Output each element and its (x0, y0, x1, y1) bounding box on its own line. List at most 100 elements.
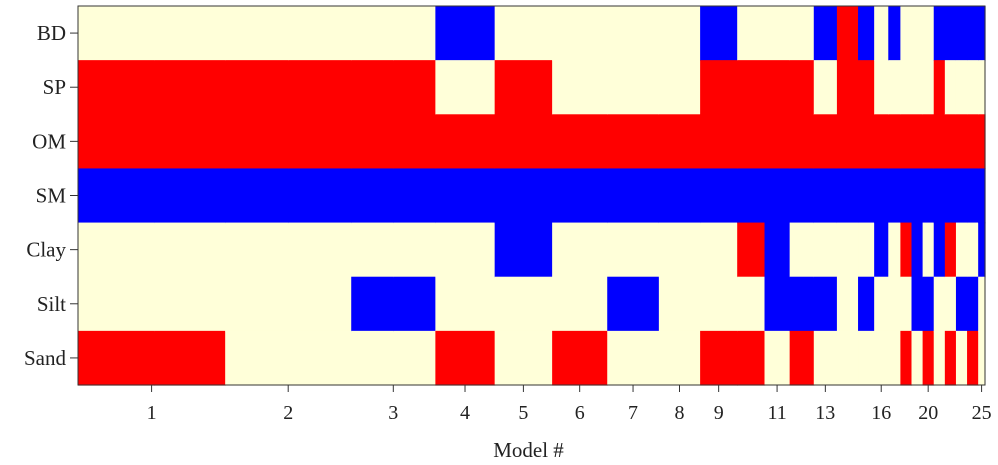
heatmap-cell (922, 60, 935, 115)
heatmap-cell (900, 6, 913, 61)
heatmap-cell (813, 276, 838, 332)
x-tick-label: 1 (147, 402, 157, 424)
heatmap-cell (874, 6, 889, 61)
heatmap-cell (351, 330, 394, 386)
heatmap-cell (955, 60, 968, 115)
y-tick-label: Silt (37, 292, 66, 316)
heatmap-cell (813, 168, 838, 224)
heatmap-cell (552, 114, 608, 170)
x-tick-label: 4 (460, 402, 470, 424)
x-tick-label: 5 (518, 402, 528, 424)
heatmap-cell (888, 330, 901, 386)
heatmap-cell (393, 6, 436, 61)
heatmap-cell (922, 330, 935, 386)
heatmap-cell (874, 114, 889, 170)
heatmap-cell (154, 168, 226, 224)
heatmap-cell (978, 168, 986, 224)
heatmap-cell (874, 222, 889, 278)
heatmap-cell (288, 276, 352, 332)
heatmap-cell (737, 6, 766, 61)
heatmap-cell (836, 222, 859, 278)
heatmap-cell (836, 60, 859, 115)
heatmap-cell (789, 222, 815, 278)
heatmap-cell (967, 276, 979, 332)
heatmap-cell (700, 168, 738, 224)
heatmap-cell (911, 6, 924, 61)
heatmap-cell (658, 168, 701, 224)
heatmap-cell (288, 114, 352, 170)
x-tick-label: 13 (815, 402, 835, 424)
x-tick-label: 11 (767, 402, 786, 424)
heatmap-cell (288, 330, 352, 386)
heatmap-cell (944, 222, 957, 278)
heatmap-cell (888, 222, 901, 278)
heatmap-cell (700, 60, 738, 115)
heatmap-cell (967, 114, 979, 170)
heatmap-cell (813, 330, 838, 386)
heatmap-cell (607, 114, 660, 170)
heatmap-cell (764, 60, 791, 115)
heatmap-cell (944, 114, 957, 170)
heatmap-cell (955, 114, 968, 170)
heatmap-cell (351, 114, 394, 170)
heatmap-cell (955, 330, 968, 386)
heatmap-cell (933, 330, 946, 386)
heatmap-cell (933, 168, 946, 224)
heatmap-cell (607, 330, 660, 386)
heatmap-cell (900, 60, 913, 115)
heatmap-cell (836, 114, 859, 170)
heatmap-cell (78, 168, 156, 224)
heatmap-cell (225, 114, 289, 170)
heatmap-cell (978, 114, 986, 170)
heatmap-cell (288, 168, 352, 224)
heatmap-cell (552, 168, 608, 224)
heatmap-cell (858, 276, 875, 332)
heatmap-cell (78, 6, 156, 61)
heatmap-cell (658, 114, 701, 170)
heatmap-cell (393, 330, 436, 386)
heatmap-cell (978, 222, 986, 278)
x-tick-label: 2 (283, 402, 293, 424)
y-axis: BD SP OM SM Clay Silt Sand (24, 21, 78, 370)
heatmap-cell (944, 276, 957, 332)
heatmap-cell (955, 276, 968, 332)
heatmap-cell (658, 6, 701, 61)
heatmap-cell (900, 222, 913, 278)
heatmap-cell (494, 330, 553, 386)
heatmap-cell (836, 276, 859, 332)
heatmap-cell (888, 114, 901, 170)
heatmap-cell (225, 60, 289, 115)
heatmap-cell (911, 114, 924, 170)
heatmap-cell (435, 168, 496, 224)
heatmap-cell (900, 168, 913, 224)
x-tick-label: 8 (675, 402, 685, 424)
heatmap-cell (944, 168, 957, 224)
heatmap-cell (858, 60, 875, 115)
heatmap-cell (225, 330, 289, 386)
heatmap-cell (393, 60, 436, 115)
heatmap-cell (955, 222, 968, 278)
heatmap-cell (789, 114, 815, 170)
y-tick-label: Sand (24, 346, 67, 370)
heatmap-cell (393, 114, 436, 170)
heatmap-cell (78, 330, 156, 386)
heatmap-cell (435, 114, 496, 170)
heatmap-cell (435, 276, 496, 332)
heatmap-cell (978, 330, 986, 386)
heatmap-cell (435, 60, 496, 115)
heatmap-cell (552, 330, 608, 386)
heatmap-cell (351, 222, 394, 278)
heatmap-cell (351, 60, 394, 115)
heatmap-cell (874, 276, 889, 332)
heatmap-cell (225, 276, 289, 332)
heatmap-cell (737, 114, 766, 170)
heatmap-cell (922, 222, 935, 278)
heatmap-cell (737, 168, 766, 224)
heatmap-cell (435, 222, 496, 278)
heatmap-cell (944, 60, 957, 115)
heatmap-cell (933, 6, 946, 61)
x-tick-label: 9 (714, 402, 724, 424)
heatmap-cell (836, 330, 859, 386)
heatmap-cell (900, 330, 913, 386)
heatmap-cell (78, 114, 156, 170)
